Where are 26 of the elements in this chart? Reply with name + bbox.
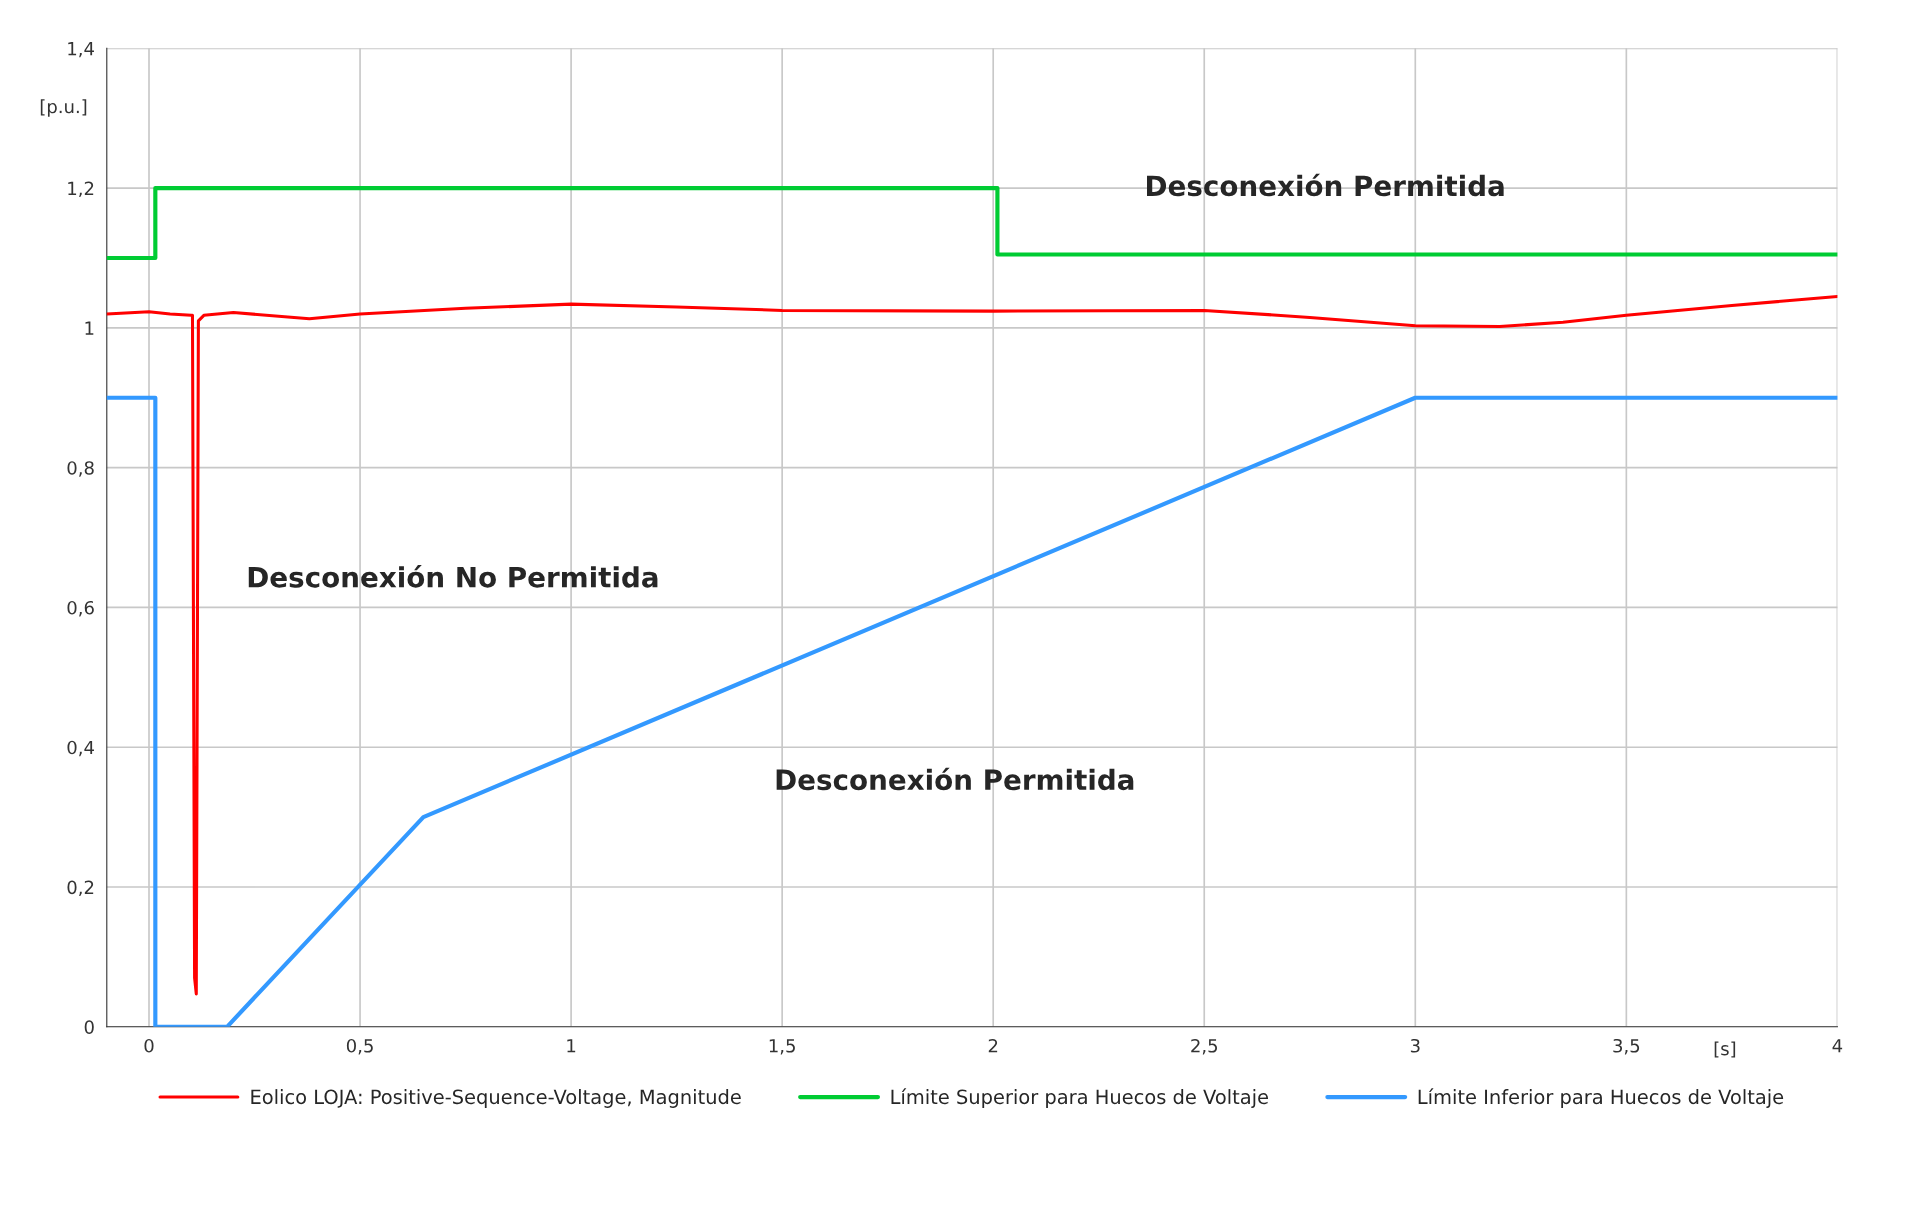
- x-tick-label: 0,5: [346, 1038, 373, 1055]
- y-tick-label: 0: [84, 1020, 94, 1034]
- annotation: Desconexión No Permitida: [248, 565, 658, 588]
- x-tick-label: 1: [567, 1039, 576, 1053]
- x-tick-label: 3,5: [1613, 1038, 1640, 1055]
- x-axis-title: [s]: [1714, 1041, 1736, 1058]
- legend-label: Eolico LOJA: Positive-Sequence-Voltage, Magnitude: [251, 1089, 741, 1108]
- x-tick-label: 0: [144, 1038, 154, 1053]
- legend-label: Límite Inferior para Huecos de Voltaje: [1418, 1088, 1784, 1108]
- y-tick-label: 1,4: [68, 42, 94, 58]
- y-tick-label: 0,4: [67, 740, 94, 757]
- legend-label: Límite Superior para Huecos de Voltaje: [891, 1088, 1268, 1108]
- y-tick-label: 1,2: [68, 181, 94, 198]
- y-tick-label: 0,8: [67, 461, 94, 477]
- x-tick-label: 2,5: [1191, 1038, 1218, 1055]
- y-tick-label: 0,2: [67, 880, 94, 896]
- y-axis-title: [p.u.]: [40, 99, 87, 117]
- x-tick-label: 1,5: [769, 1039, 795, 1055]
- x-tick-label: 3: [1410, 1038, 1420, 1053]
- line-series: [106, 294, 1838, 996]
- x-tick-label: 2: [988, 1038, 998, 1053]
- y-tick-label: 0,6: [67, 600, 94, 617]
- x-tick-label: 4: [1832, 1039, 1843, 1053]
- annotation: Desconexión Permitida: [1147, 173, 1504, 197]
- annotation: Desconexión Permitida: [776, 767, 1134, 791]
- y-tick-label: 1: [85, 321, 94, 335]
